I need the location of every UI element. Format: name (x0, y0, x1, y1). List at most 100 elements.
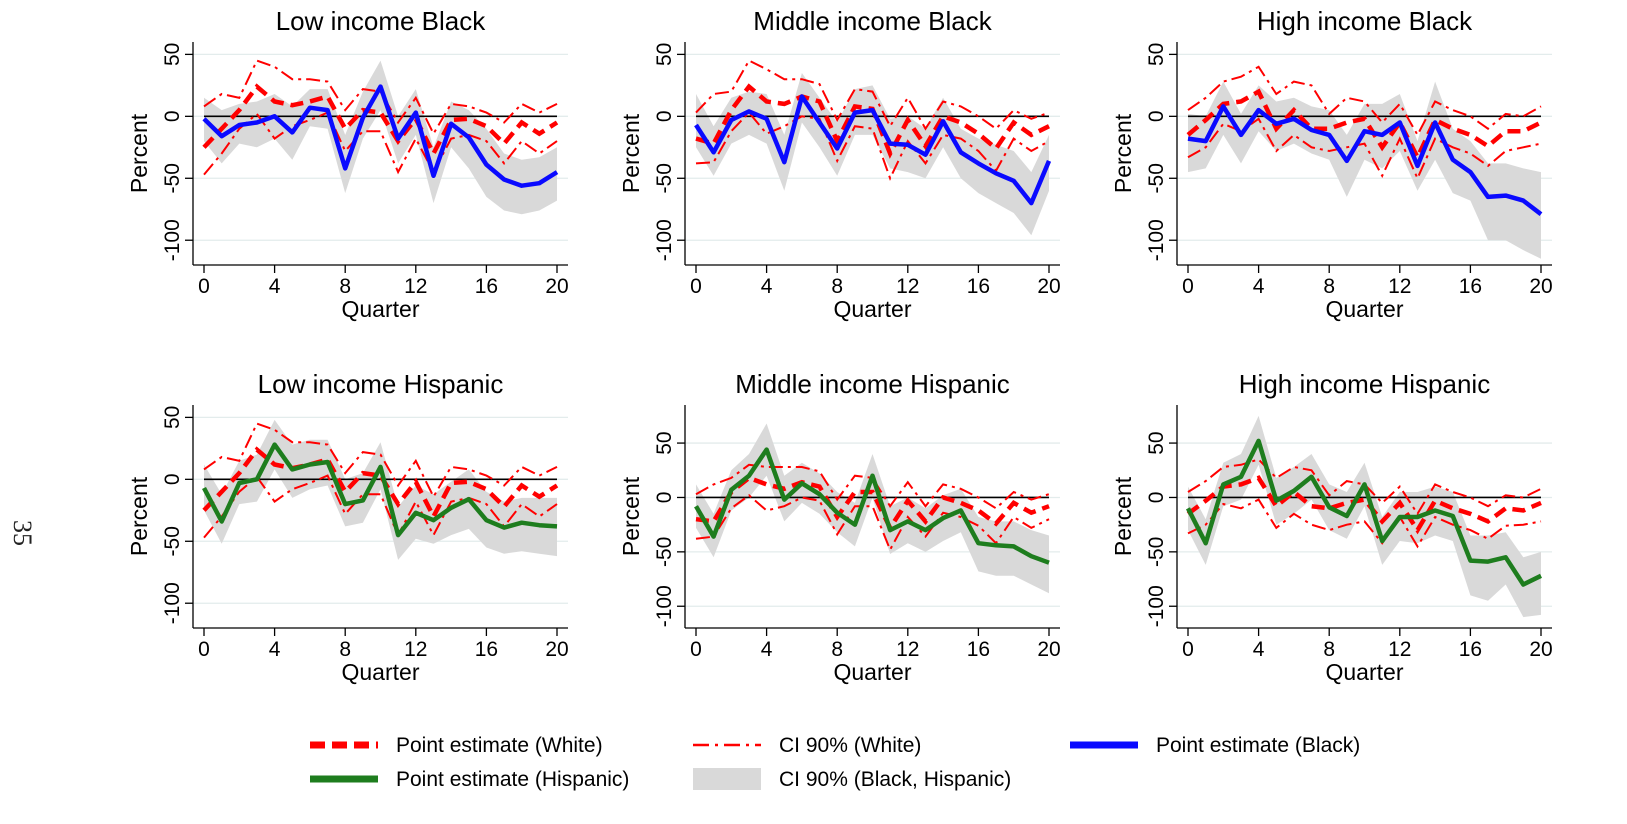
ci-band-series (696, 73, 1049, 236)
white-ci-upper-series (203, 422, 558, 499)
x-tick-label: 16 (1459, 638, 1482, 661)
white-ci-upper-series (1187, 65, 1542, 137)
hispanic-point-series (1185, 438, 1542, 587)
x-tick-label: 16 (967, 638, 990, 661)
y-axis-label: Percent (126, 476, 152, 556)
x-tick-label: 20 (1529, 638, 1552, 661)
x-tick-label: 0 (1182, 275, 1194, 298)
x-tick-label: 8 (1323, 638, 1335, 661)
panel-low-income-hispanic: Low income Hispanic 50 0 -50 -100 0 4 8 12 16 20 Qu… (126, 369, 569, 685)
x-tick-label: 0 (198, 638, 210, 661)
x-tick-label: 4 (269, 275, 281, 298)
y-tick-label: 0 (161, 110, 184, 122)
x-axis-label: Quarter (1326, 296, 1404, 322)
white-ci-lower-series (1187, 117, 1542, 181)
y-tick-label: 0 (1145, 110, 1168, 122)
ci-band-series (204, 419, 557, 560)
panel-title: High income Hispanic (1239, 369, 1490, 399)
white-ci-lower-series (203, 474, 558, 539)
y-axis-label: Percent (126, 113, 152, 193)
panel-high-income-black: High income Black 50 0 -50 -100 0 4 8 12 16 20 Quar… (1110, 6, 1553, 322)
y-tick-label: -50 (161, 526, 184, 556)
hispanic-point-series (694, 447, 1050, 565)
legend-swatch (693, 768, 761, 790)
x-tick-label: 12 (896, 275, 919, 298)
legend-label: CI 90% (White) (779, 734, 921, 757)
legend-entry-white-point: Point estimate (White) (310, 734, 603, 757)
white-point-series (1186, 475, 1542, 535)
x-tick-label: 8 (831, 638, 843, 661)
x-tick-label: 16 (1459, 275, 1482, 298)
y-tick-label: 50 (1145, 43, 1168, 66)
x-tick-label: 20 (1037, 275, 1060, 298)
ci-band-series (1188, 81, 1541, 259)
x-tick-label: 0 (198, 275, 210, 298)
y-tick-label: 0 (1145, 492, 1168, 504)
y-tick-label: 0 (161, 473, 184, 485)
x-axis-label: Quarter (834, 296, 912, 322)
legend-entry-hispanic-point: Point estimate (Hispanic) (310, 768, 629, 791)
legend-entry-black-point: Point estimate (Black) (1070, 734, 1360, 757)
y-tick-label: 50 (1145, 431, 1168, 454)
ci-band-series (204, 60, 557, 215)
x-tick-label: 20 (1037, 638, 1060, 661)
x-tick-label: 4 (269, 638, 281, 661)
y-tick-label: -50 (653, 163, 676, 193)
white-ci-lower-series (1187, 498, 1542, 549)
black-point-series (1187, 104, 1543, 216)
x-tick-label: 16 (967, 275, 990, 298)
x-tick-label: 0 (690, 638, 702, 661)
white-ci-upper-series (695, 59, 1050, 131)
y-tick-label: -100 (1145, 219, 1168, 261)
y-tick-label: 50 (653, 431, 676, 454)
legend: Point estimate (White) CI 90% (White) Poin… (310, 734, 1360, 791)
y-tick-label: -100 (653, 585, 676, 627)
x-tick-label: 4 (761, 638, 773, 661)
x-tick-label: 20 (545, 638, 568, 661)
y-tick-label: -100 (161, 582, 184, 624)
x-tick-label: 20 (545, 275, 568, 298)
y-axis-label: Percent (1110, 113, 1136, 193)
white-point-series (695, 475, 1050, 533)
y-tick-label: 0 (653, 110, 676, 122)
x-tick-label: 0 (690, 275, 702, 298)
x-axis-label: Quarter (834, 659, 912, 685)
legend-label: Point estimate (Black) (1156, 734, 1360, 757)
x-tick-label: 12 (1388, 638, 1411, 661)
x-tick-label: 0 (1182, 638, 1194, 661)
legend-entry-band-ci: CI 90% (Black, Hispanic) (693, 768, 1011, 791)
y-axis-label: Percent (618, 476, 644, 556)
black-point-series (202, 84, 559, 188)
x-tick-label: 12 (404, 275, 427, 298)
legend-entry-white-ci: CI 90% (White) (693, 734, 921, 757)
x-tick-label: 8 (339, 275, 351, 298)
panel-low-income-black: Low income Black 50 0 -50 -100 0 4 8 12 16 20 Quart… (126, 6, 569, 322)
y-tick-label: -100 (1145, 585, 1168, 627)
x-tick-label: 12 (1388, 275, 1411, 298)
y-tick-label: 50 (653, 43, 676, 66)
x-tick-label: 4 (1253, 275, 1265, 298)
y-tick-label: 50 (161, 43, 184, 66)
y-tick-label: 0 (653, 492, 676, 504)
panel-high-income-hispanic: High income Hispanic 50 0 -50 -100 0 4 8 12 16 20 Q… (1110, 369, 1553, 685)
x-axis-label: Quarter (342, 659, 420, 685)
y-tick-label: -50 (161, 163, 184, 193)
x-tick-label: 20 (1529, 275, 1552, 298)
y-tick-label: -50 (1145, 537, 1168, 567)
panel-title: Low income Hispanic (258, 369, 504, 399)
panel-middle-income-black: Middle income Black 50 0 -50 -100 0 4 8 12 16 20 Qu… (618, 6, 1061, 322)
x-tick-label: 12 (896, 638, 919, 661)
white-ci-lower-series (695, 494, 1050, 553)
white-ci-lower-series (695, 111, 1050, 181)
panel-middle-income-hispanic: Middle income Hispanic 50 0 -50 -100 0 4 8 12 16 2… (618, 369, 1061, 685)
x-tick-label: 4 (1253, 638, 1265, 661)
x-tick-label: 8 (1323, 275, 1335, 298)
white-point-series (202, 83, 559, 159)
legend-label: Point estimate (White) (396, 734, 603, 757)
x-tick-label: 4 (761, 275, 773, 298)
y-tick-label: -50 (1145, 163, 1168, 193)
y-axis-label: Percent (1110, 476, 1136, 556)
x-tick-label: 12 (404, 638, 427, 661)
legend-label: CI 90% (Black, Hispanic) (779, 768, 1011, 791)
